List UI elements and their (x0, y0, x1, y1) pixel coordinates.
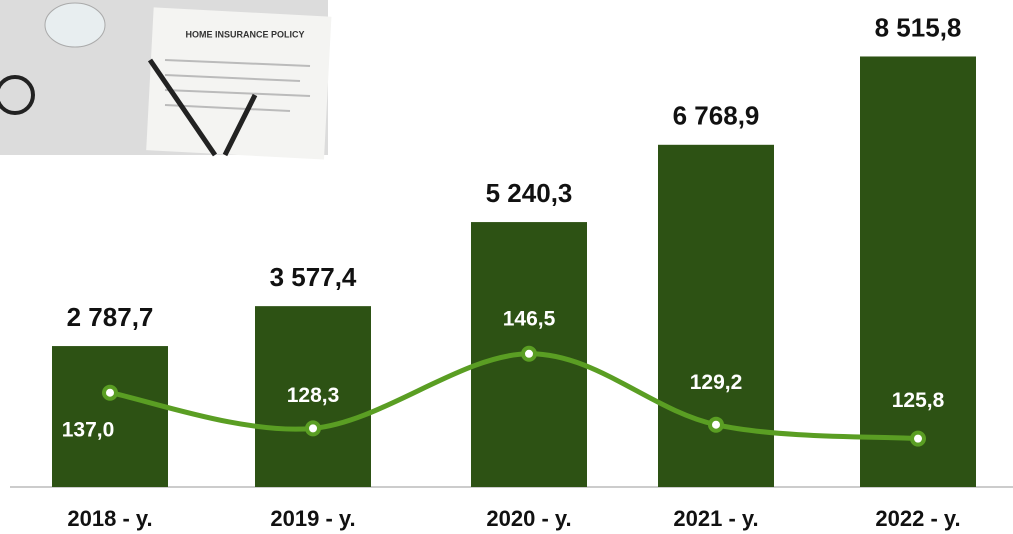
line-value-label: 137,0 (62, 418, 115, 441)
x-tick-label: 2022 - y. (875, 506, 960, 531)
photo-lines (164, 59, 311, 112)
bar (52, 346, 168, 487)
line-value-label: 125,8 (892, 389, 945, 412)
line-value-label: 128,3 (287, 384, 340, 407)
line-marker (708, 416, 724, 433)
x-tick-label: 2019 - y. (270, 506, 355, 531)
line-value-label: 129,2 (690, 371, 743, 394)
x-tick-label: 2020 - y. (486, 506, 571, 531)
line-marker (521, 345, 537, 362)
line-marker (102, 384, 118, 401)
bar (860, 56, 976, 487)
bar-value-label: 5 240,3 (486, 178, 573, 208)
photo-caption: HOME INSURANCE POLICY (185, 29, 304, 39)
photo-glass (44, 2, 106, 48)
line-marker (305, 420, 321, 437)
photo-glasses (0, 75, 35, 115)
photo-pen (222, 93, 258, 157)
bar-value-label: 6 768,9 (673, 101, 760, 131)
x-tick-label: 2018 - y. (67, 506, 152, 531)
photo: HOME INSURANCE POLICY (0, 0, 332, 160)
bar-value-label: 2 787,7 (67, 302, 154, 332)
line-value-label: 146,5 (503, 307, 556, 330)
bar (255, 306, 371, 487)
bar-value-label: 8 515,8 (875, 12, 962, 42)
bar (658, 144, 774, 487)
bar-value-label: 3 577,4 (270, 262, 357, 292)
photo-pen (147, 58, 218, 157)
x-tick-label: 2021 - y. (673, 506, 758, 531)
line-marker (910, 430, 926, 447)
